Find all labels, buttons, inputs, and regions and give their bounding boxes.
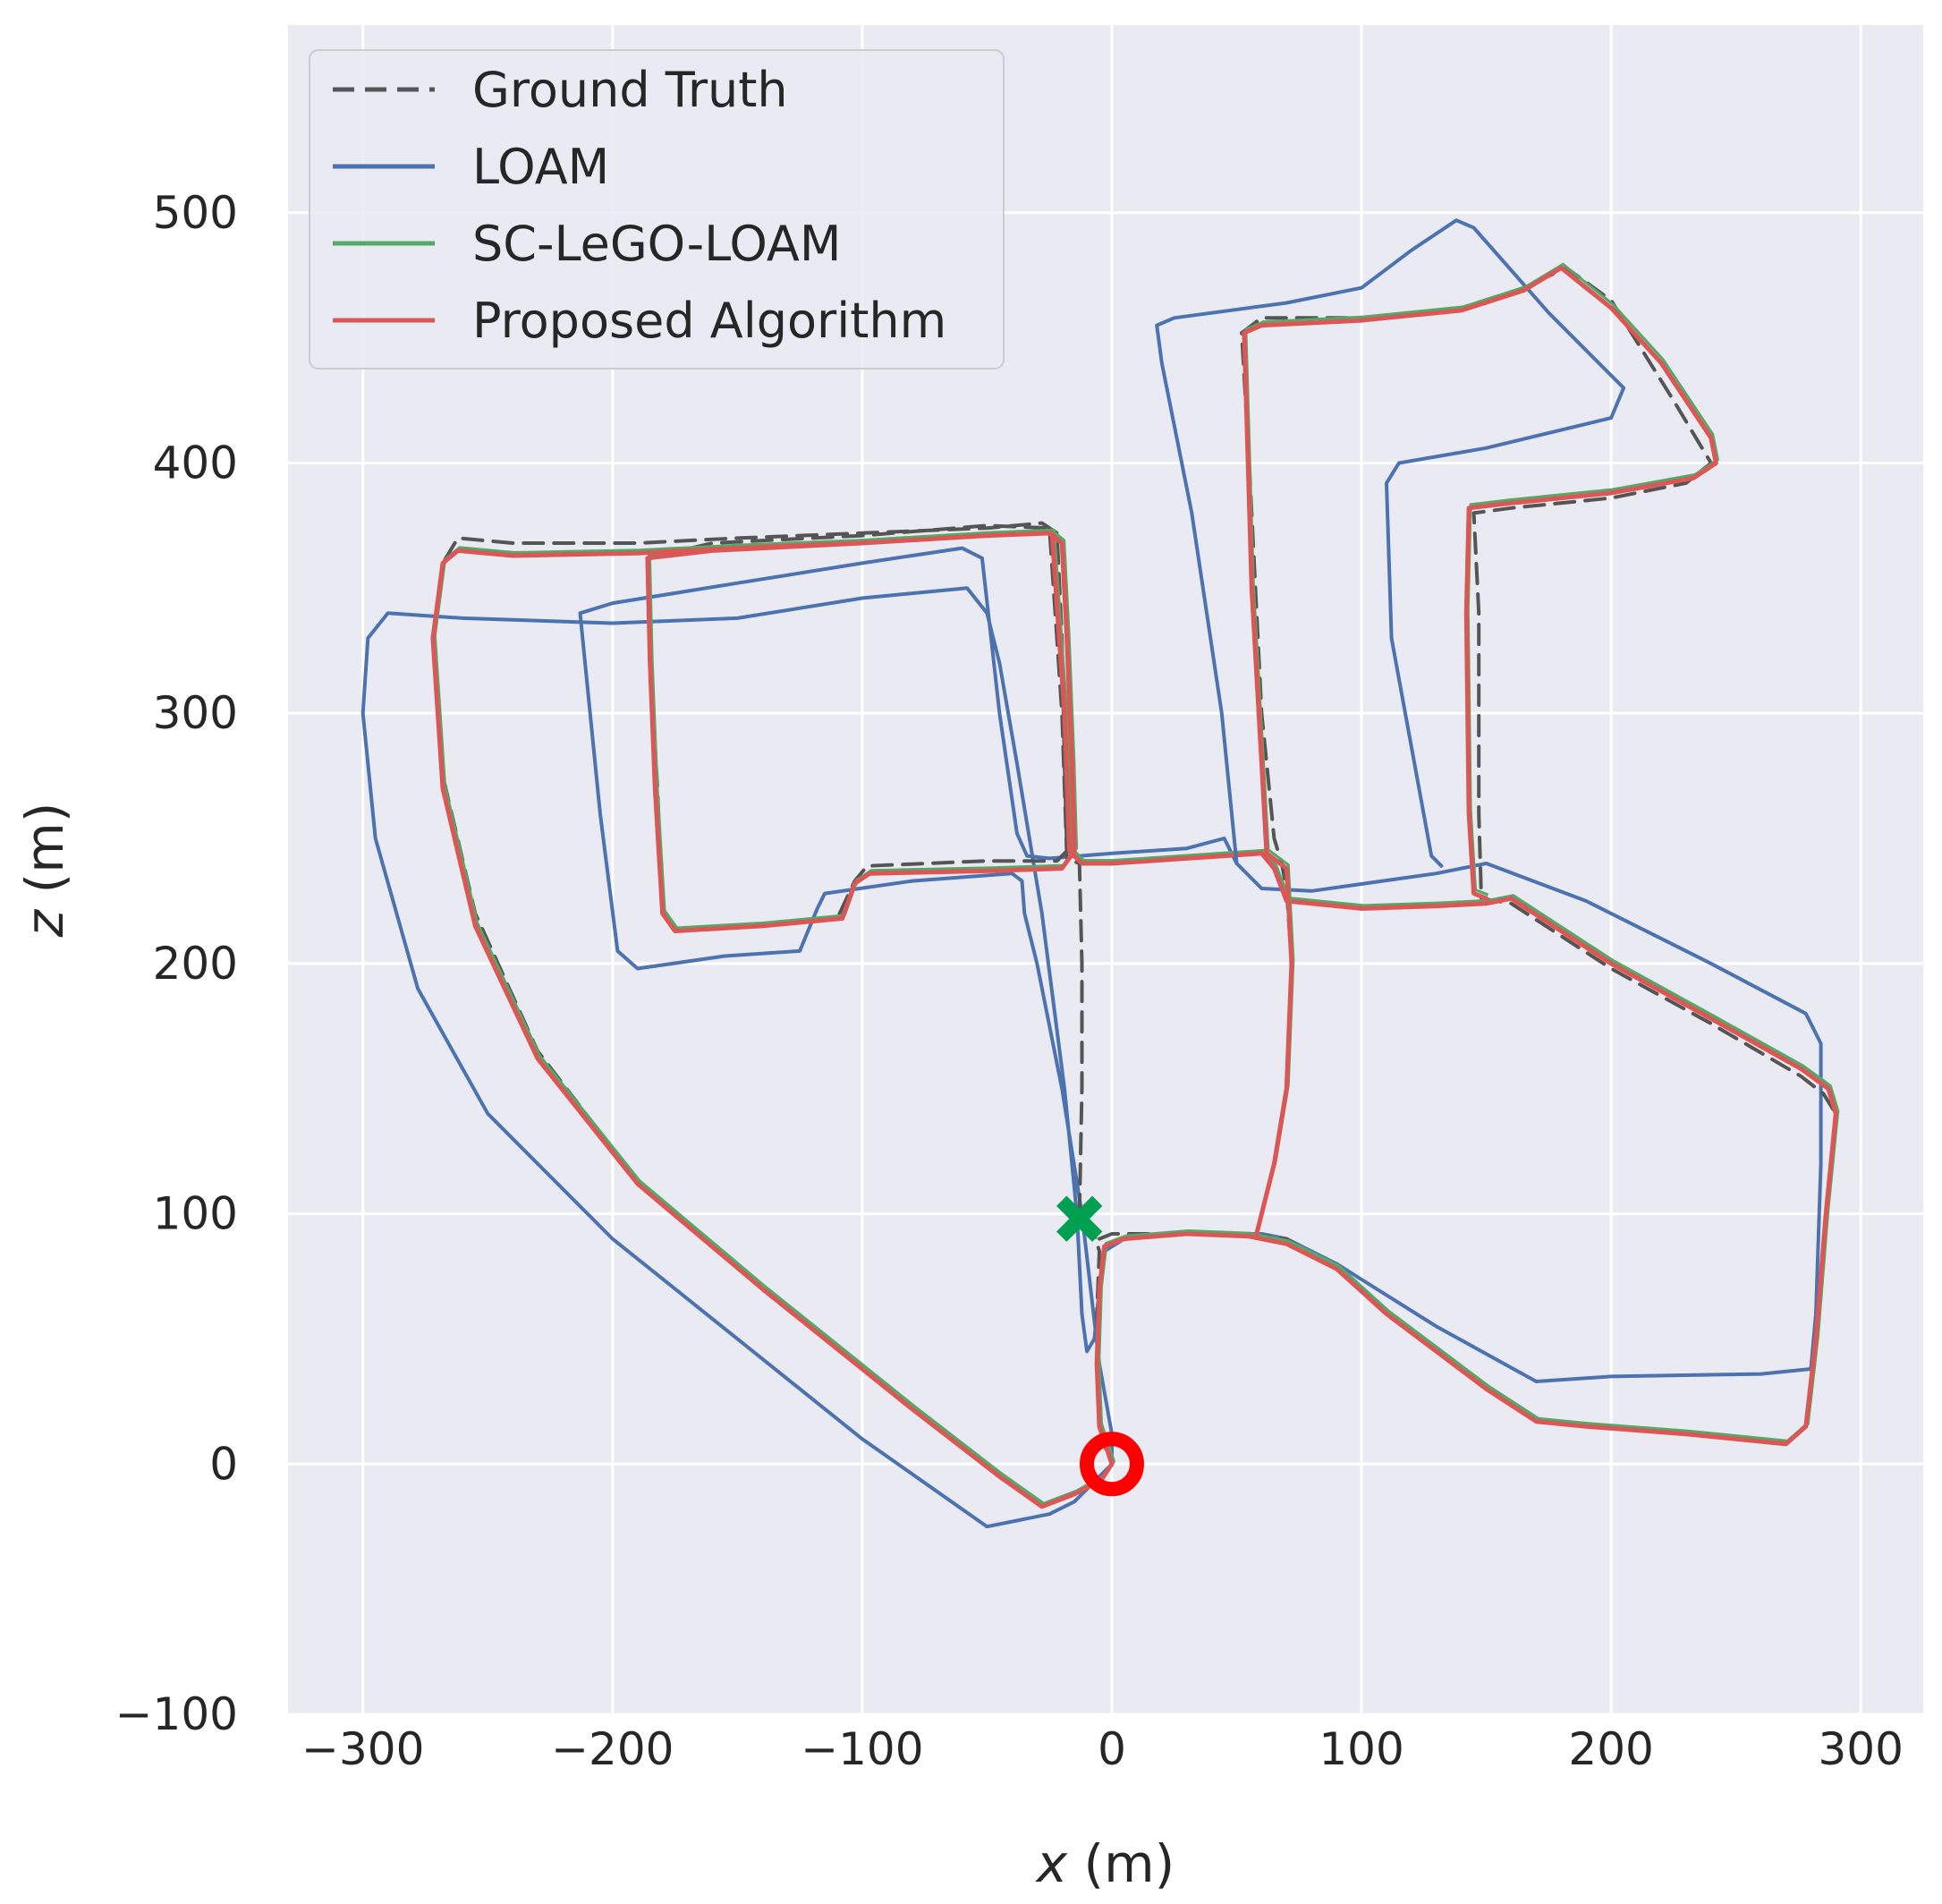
- x-axis-label: x (m): [1035, 1833, 1175, 1894]
- legend-label-proposed: Proposed Algorithm: [472, 293, 946, 349]
- legend-label-loam: LOAM: [472, 139, 609, 195]
- series-layer: [360, 218, 1840, 1529]
- x-tick-label: −100: [801, 1723, 923, 1775]
- y-tick-label: 200: [153, 938, 238, 990]
- end-marker: [1056, 1195, 1103, 1242]
- y-tick-label: 100: [153, 1188, 238, 1240]
- marker-layer: [1056, 1195, 1144, 1497]
- legend: Ground Truth LOAM SC-LeGO-LOAM Proposed …: [309, 49, 1005, 370]
- series-line-loam: [360, 546, 1823, 1529]
- y-tick-label: 400: [153, 437, 238, 489]
- series-line-loam-north: [1155, 218, 1626, 868]
- x-tick-label: 300: [1819, 1723, 1904, 1775]
- y-tick-label: 500: [153, 187, 238, 239]
- series-line-ground-truth: [430, 521, 1114, 1509]
- series-line-proposed-algorithm: [430, 531, 1838, 1509]
- y-axis-label: z (m): [14, 803, 75, 939]
- x-tick-label: −300: [301, 1723, 424, 1775]
- legend-box: [309, 49, 1005, 370]
- series-line-proposed-algorithm-north: [1242, 265, 1718, 1237]
- start-marker: [1079, 1432, 1144, 1497]
- legend-label-sc-lego-loam: SC-LeGO-LOAM: [472, 216, 841, 272]
- x-tick-label: 200: [1568, 1723, 1653, 1775]
- x-tick-label: 100: [1319, 1723, 1403, 1775]
- y-tick-label: 300: [153, 687, 238, 739]
- x-axis-ticks: −300 −200 −100 0 100 200 300: [301, 1723, 1904, 1775]
- x-tick-label: 0: [1098, 1723, 1126, 1775]
- x-tick-label: −200: [551, 1723, 674, 1775]
- y-tick-label: 0: [209, 1438, 238, 1490]
- y-tick-label: −100: [115, 1688, 238, 1740]
- y-axis-ticks: −100 0 100 200 300 400 500: [115, 187, 238, 1740]
- legend-label-ground-truth: Ground Truth: [472, 62, 788, 118]
